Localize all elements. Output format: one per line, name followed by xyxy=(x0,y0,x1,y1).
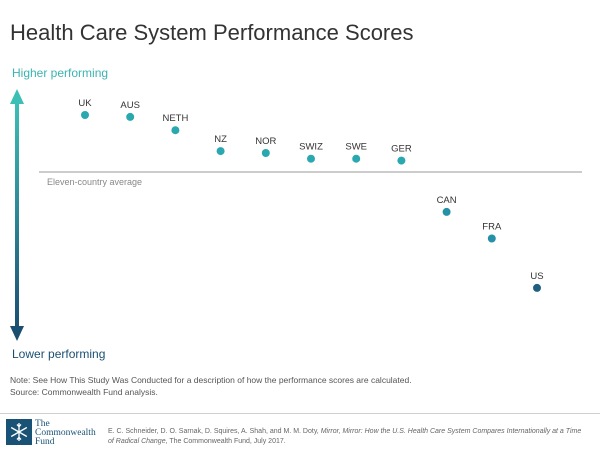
data-point-swe xyxy=(352,154,361,163)
average-label: Eleven-country average xyxy=(47,177,142,187)
chart-title: Health Care System Performance Scores xyxy=(10,20,414,45)
citation-publisher: , The Commonwealth Fund, July 2017. xyxy=(165,438,286,445)
footnote: Note: See How This Study Was Conducted f… xyxy=(10,374,412,398)
data-label-aus: AUS xyxy=(120,100,140,111)
data-label-swe: SWE xyxy=(345,142,367,153)
footer-divider xyxy=(0,413,600,414)
snowflake-logo-icon xyxy=(6,419,32,445)
data-label-ger: GER xyxy=(391,144,412,155)
data-label-us: US xyxy=(530,271,543,282)
data-label-can: CAN xyxy=(437,195,457,206)
data-point-neth xyxy=(171,126,180,135)
data-point-aus xyxy=(126,112,135,121)
data-point-swiz xyxy=(307,154,315,163)
data-label-fra: FRA xyxy=(482,222,502,233)
citation-title: Mirror, Mirror: How the U.S. Health Care… xyxy=(108,428,582,445)
data-label-swiz: SWIZ xyxy=(299,142,323,153)
data-point-can xyxy=(442,207,451,216)
data-label-neth: NETH xyxy=(162,113,188,124)
performance-axis-arrow xyxy=(10,89,24,341)
logo-line-1: The xyxy=(35,419,50,429)
data-point-fra xyxy=(487,234,496,243)
source-text: Source: Commonwealth Fund analysis. xyxy=(10,387,158,397)
logo-line-3: Fund xyxy=(35,437,55,447)
citation: E. C. Schneider, D. O. Sarnak, D. Squire… xyxy=(108,427,588,447)
data-point-nor xyxy=(261,149,270,157)
data-label-uk: UK xyxy=(78,98,92,109)
logo-wordmark: The Commonwealth Fund xyxy=(35,419,96,447)
data-point-uk xyxy=(81,111,89,119)
y-axis-bottom-label: Lower performing xyxy=(12,347,105,361)
data-point-nz xyxy=(216,147,225,156)
citation-authors: E. C. Schneider, D. O. Sarnak, D. Squire… xyxy=(108,428,321,435)
y-axis-top-label: Higher performing xyxy=(12,66,108,80)
data-label-nor: NOR xyxy=(255,136,276,147)
logo-line-2: Commonwealth xyxy=(35,428,96,438)
note-text: Note: See How This Study Was Conducted f… xyxy=(10,375,412,385)
data-point-us xyxy=(533,283,541,292)
data-point-ger xyxy=(397,156,406,165)
chart-area: Higher performing Lower performing Eleve… xyxy=(10,66,582,361)
data-label-nz: NZ xyxy=(214,134,227,145)
data-points: UK AUS NETH NZ NOR SWIZ SWE GER CAN FRA US xyxy=(78,98,544,292)
